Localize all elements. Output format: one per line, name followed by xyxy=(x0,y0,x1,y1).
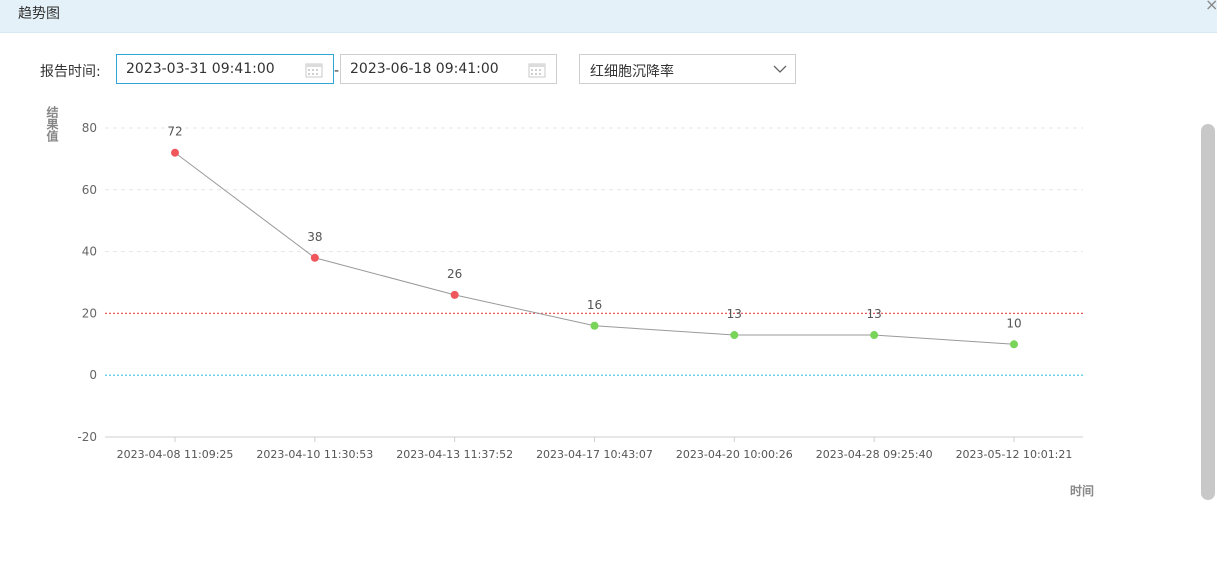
data-point xyxy=(310,253,319,262)
x-tick-label: 2023-04-08 11:09:25 xyxy=(117,448,234,461)
data-label: 72 xyxy=(167,125,182,139)
data-point xyxy=(590,321,599,330)
end-date-input[interactable]: 2023-06-18 09:41:00 xyxy=(340,54,557,84)
x-tick-label: 2023-04-10 11:30:53 xyxy=(256,448,373,461)
x-axis-label: 时间 xyxy=(1070,484,1095,498)
data-point xyxy=(1009,340,1018,349)
data-label: 13 xyxy=(867,307,882,321)
data-point xyxy=(171,148,179,157)
chevron-down-icon xyxy=(773,65,787,73)
close-icon[interactable]: × xyxy=(1205,0,1217,14)
series-line xyxy=(174,152,1015,345)
end-date-value: 2023-06-18 09:41:00 xyxy=(350,61,499,77)
calendar-icon[interactable] xyxy=(528,62,546,78)
y-tick-label: -20 xyxy=(77,430,97,444)
y-axis-label: 结果值 xyxy=(45,106,59,142)
x-tick-label: 2023-04-17 10:43:07 xyxy=(536,448,653,461)
start-date-value: 2023-03-31 09:41:00 xyxy=(126,61,275,77)
y-tick-label: 80 xyxy=(82,121,97,135)
x-tick-label: 2023-05-12 10:01:21 xyxy=(956,448,1073,461)
data-point xyxy=(870,331,879,340)
x-tick-label: 2023-04-20 10:00:26 xyxy=(676,448,793,461)
report-time-label: 报告时间: xyxy=(40,64,101,80)
y-tick-label: 60 xyxy=(82,183,97,197)
data-label: 26 xyxy=(447,267,462,281)
calendar-icon[interactable] xyxy=(305,62,323,78)
test-item-selected: 红细胞沉降率 xyxy=(590,64,674,80)
dialog-titlebar: 趋势图 × xyxy=(0,0,1217,33)
date-range-separator: - xyxy=(334,63,340,79)
data-label: 13 xyxy=(727,307,742,321)
y-tick-label: 40 xyxy=(82,245,97,259)
x-tick-label: 2023-04-13 11:37:52 xyxy=(396,448,513,461)
data-label: 38 xyxy=(307,230,322,244)
vertical-scrollbar[interactable] xyxy=(1201,124,1215,500)
data-point xyxy=(450,290,459,299)
data-label: 16 xyxy=(587,298,602,312)
start-date-input[interactable]: 2023-03-31 09:41:00 xyxy=(116,54,334,84)
dialog-title: 趋势图 xyxy=(18,6,60,22)
x-tick-label: 2023-04-28 09:25:40 xyxy=(816,448,933,461)
y-tick-label: 20 xyxy=(82,306,97,320)
data-point xyxy=(730,331,739,340)
test-item-select[interactable]: 红细胞沉降率 xyxy=(579,54,796,84)
data-label: 10 xyxy=(1006,316,1021,330)
y-tick-label: 0 xyxy=(89,368,97,382)
